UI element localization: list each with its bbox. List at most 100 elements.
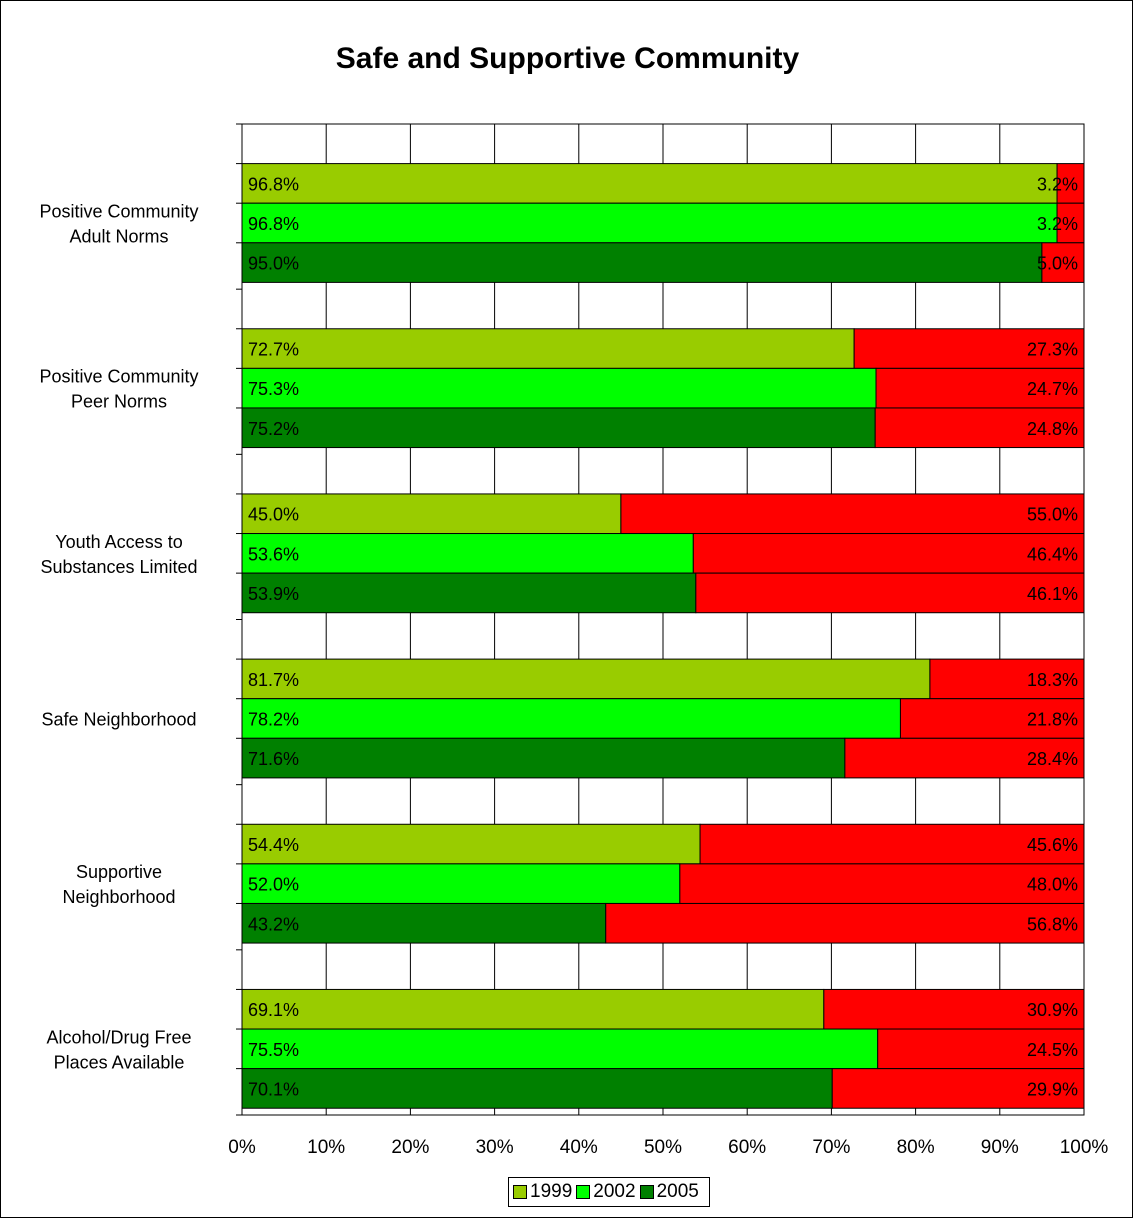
bar-positive [241,367,877,409]
data-label-positive: 43.2% [248,914,299,934]
x-tick-label: 50% [644,1137,682,1158]
data-label-negative: 24.5% [1027,1040,1078,1060]
bar-negative [692,533,1085,574]
data-label-positive: 54.4% [248,835,299,855]
data-label-positive: 81.7% [248,670,299,690]
data-label-negative: 3.2% [1037,174,1078,194]
legend-item: 1999 [513,1181,572,1203]
bar-positive [241,202,1058,244]
bar-positive [241,863,681,904]
legend-label: 2002 [593,1181,636,1202]
bar-positive [241,698,901,739]
bar-positive [241,407,876,449]
data-label-positive: 78.2% [248,710,299,730]
bar-negative [699,823,1085,865]
data-label-negative: 5.0% [1037,254,1078,274]
data-label-negative: 24.8% [1027,419,1078,439]
category-label: Neighborhood [62,887,175,907]
legend-item: 2002 [576,1181,636,1203]
bar-positive [241,163,1058,204]
chart-legend: 1999 2002 2005 [508,1177,710,1207]
bar-negative [695,572,1085,614]
bar-positive [241,572,697,614]
bar-positive [241,658,931,700]
x-tick-label: 80% [897,1137,935,1158]
data-label-negative: 46.4% [1027,544,1078,564]
bar-negative [679,863,1085,904]
bar-positive [241,533,694,574]
legend-swatch [639,1185,654,1199]
bar-negative [875,367,1085,409]
category-label: Places Available [54,1052,185,1072]
bar-positive [241,823,701,865]
bar-positive [241,1028,879,1070]
category-label: Supportive [76,862,162,882]
x-tick-label: 10% [307,1137,345,1158]
data-label-positive: 75.2% [248,419,299,439]
data-label-negative: 55.0% [1027,505,1078,525]
data-label-negative: 29.9% [1027,1079,1078,1099]
data-label-negative: 30.9% [1027,1000,1078,1020]
bar-negative [1041,242,1085,283]
data-label-negative: 27.3% [1027,340,1078,360]
legend-swatch [576,1185,591,1199]
bar-negative [853,328,1085,369]
data-label-negative: 28.4% [1027,749,1078,769]
data-label-positive: 52.0% [248,875,299,895]
x-tick-label: 70% [812,1137,850,1158]
x-tick-label: 100% [1060,1137,1109,1158]
data-label-positive: 75.3% [248,379,299,399]
legend-swatch [513,1185,527,1199]
x-tick-label: 60% [728,1137,766,1158]
x-tick-label: 40% [560,1137,598,1158]
bar-positive [241,737,846,779]
category-label: Adult Norms [69,227,168,247]
legend-item: 2005 [639,1181,699,1203]
data-label-negative: 21.8% [1027,710,1078,730]
legend-label: 1999 [530,1181,573,1202]
chart-title: Safe and Supportive Community [335,42,800,75]
data-label-positive: 53.9% [248,584,299,604]
bar-negative [823,988,1085,1030]
category-label: Youth Access to [55,532,182,552]
bar-negative [929,658,1085,700]
bar-negative [899,698,1085,739]
data-label-negative: 56.8% [1027,914,1078,934]
category-label: Substances Limited [40,557,197,577]
category-label: Safe Neighborhood [41,710,196,730]
data-label-negative: 46.1% [1027,584,1078,604]
bar-positive [241,242,1043,283]
bar-positive [241,328,855,369]
legend-label: 2005 [656,1181,699,1202]
x-tick-label: 30% [476,1137,514,1158]
data-label-positive: 95.0% [248,254,299,274]
bar-positive [241,988,825,1030]
x-tick-label: 20% [391,1137,429,1158]
data-label-positive: 53.6% [248,544,299,564]
data-label-positive: 71.6% [248,749,299,769]
data-label-negative: 18.3% [1027,670,1078,690]
bar-negative [1056,163,1085,204]
data-label-positive: 96.8% [248,174,299,194]
data-label-positive: 72.7% [248,340,299,360]
bar-negative [874,407,1085,449]
bar-positive [241,902,607,944]
x-tick-label: 90% [981,1137,1019,1158]
data-label-negative: 24.7% [1027,379,1078,399]
data-label-positive: 69.1% [248,1000,299,1020]
data-label-positive: 96.8% [248,214,299,234]
data-label-positive: 70.1% [248,1079,299,1099]
bar-positive [241,1068,833,1109]
x-tick-label: 0% [228,1137,256,1158]
bar-negative [620,493,1085,535]
data-label-negative: 3.2% [1037,214,1078,234]
bar-negative [831,1068,1085,1109]
category-label: Positive Community [39,367,198,387]
data-label-positive: 75.5% [248,1040,299,1060]
category-label: Alcohol/Drug Free [46,1027,191,1047]
data-label-negative: 48.0% [1027,875,1078,895]
bar-negative [844,737,1085,779]
data-label-positive: 45.0% [248,505,299,525]
